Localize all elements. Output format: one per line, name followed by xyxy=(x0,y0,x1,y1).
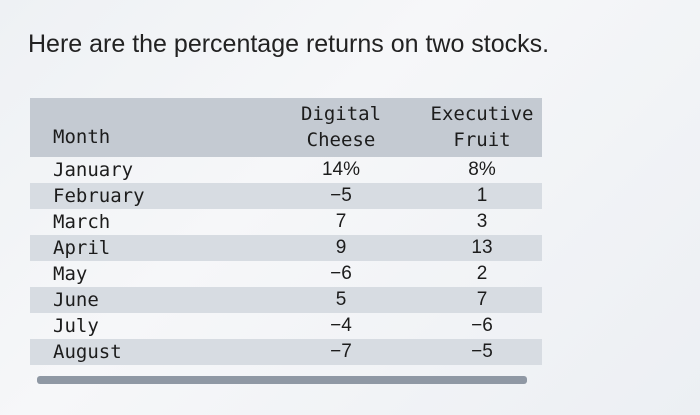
executive-fruit-return: 2 xyxy=(476,263,488,284)
table-bottom-rule xyxy=(37,376,527,384)
digital-cheese-return: −7 xyxy=(330,341,352,362)
table-row: August −7 −5 xyxy=(30,339,542,365)
table-row: July −4 −6 xyxy=(30,313,542,339)
executive-fruit-return: 1 xyxy=(476,185,488,206)
digital-cheese-return: −4 xyxy=(330,315,352,336)
executive-fruit-return: 7 xyxy=(476,289,488,310)
header-digital-cheese-line2: Cheese xyxy=(306,129,376,151)
table-row: June 5 7 xyxy=(30,287,542,313)
digital-cheese-return: −5 xyxy=(330,185,352,206)
executive-fruit-return: 13 xyxy=(471,237,493,258)
table-header-row: Month Digital Cheese Executive Fruit xyxy=(30,98,542,157)
month-cell: August xyxy=(53,341,122,363)
header-executive-fruit-line1: Executive xyxy=(430,103,534,125)
returns-table: Month Digital Cheese Executive Fruit Jan… xyxy=(30,98,542,365)
executive-fruit-return: −5 xyxy=(471,341,493,362)
table-row: February −5 1 xyxy=(30,183,542,209)
digital-cheese-return: 7 xyxy=(335,211,347,232)
month-cell: April xyxy=(53,237,111,259)
digital-cheese-return: 14% xyxy=(321,159,361,180)
executive-fruit-return: 3 xyxy=(476,211,488,232)
digital-cheese-return: 5 xyxy=(335,289,347,310)
executive-fruit-return: −6 xyxy=(471,315,493,336)
month-cell: January xyxy=(53,159,134,181)
table-row: January 14% 8% xyxy=(30,157,542,183)
table-row: March 7 3 xyxy=(30,209,542,235)
digital-cheese-return: −6 xyxy=(330,263,352,284)
month-cell: June xyxy=(53,289,99,311)
month-cell: May xyxy=(53,263,88,285)
header-executive-fruit-line2: Fruit xyxy=(453,129,511,151)
month-cell: February xyxy=(53,185,145,207)
table-row: May −6 2 xyxy=(30,261,542,287)
header-digital-cheese-line1: Digital xyxy=(300,103,382,125)
digital-cheese-return: 9 xyxy=(335,237,347,258)
page-heading: Here are the percentage returns on two s… xyxy=(28,30,550,58)
month-cell: March xyxy=(53,211,111,233)
table-row: April 9 13 xyxy=(30,235,542,261)
executive-fruit-return: 8% xyxy=(468,159,496,180)
header-month: Month xyxy=(53,126,111,148)
month-cell: July xyxy=(53,315,99,337)
